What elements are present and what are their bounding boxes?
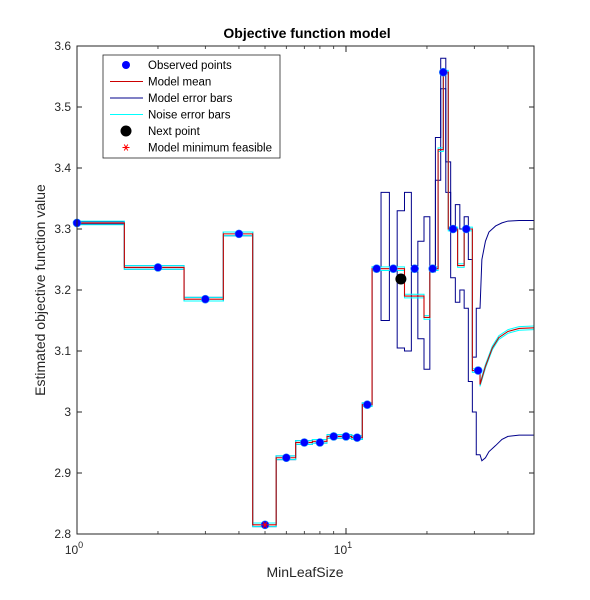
legend-item: Noise error bars: [110, 110, 231, 122]
y-tick-label: 3.1: [54, 344, 71, 358]
legend-label: Model error bars: [148, 93, 233, 105]
legend-item: Next point: [120, 125, 201, 138]
legend-swatch-asterisk: [122, 144, 130, 151]
observed-point: [362, 400, 372, 409]
observed-point: [410, 264, 419, 273]
observed-point: [282, 453, 291, 463]
observed-point: [448, 224, 458, 234]
x-axis-label: MinLeafSize: [266, 564, 343, 580]
legend-item: Model error bars: [110, 93, 233, 105]
y-tick-label: 3.4: [54, 161, 71, 175]
observed-point: [300, 438, 309, 447]
observed-point: [201, 294, 210, 304]
legend-label: Observed points: [148, 60, 232, 72]
y-tick-label: 3: [64, 405, 71, 419]
legend-box: [102, 54, 281, 159]
observed-point: [352, 433, 362, 442]
y-tick-label: 2.8: [54, 527, 71, 541]
observed-point: [153, 263, 163, 272]
y-axis-label: Estimated objective function value: [32, 184, 48, 396]
x-tick-label: 101: [334, 540, 352, 557]
observed-point: [389, 264, 398, 273]
y-tick-label: 2.9: [54, 466, 71, 480]
observed-point: [341, 432, 351, 441]
legend-swatch-next-point: [120, 125, 132, 137]
chart-title: Objective function model: [223, 25, 390, 41]
y-tick-label: 3.2: [54, 283, 71, 297]
legend-swatch-point: [122, 61, 130, 69]
next-point: [395, 273, 407, 285]
series-line-model-mean: [77, 71, 535, 526]
legend: Observed points Model mean Model error bar…: [102, 54, 281, 159]
x-tick-label: 100: [65, 540, 83, 557]
observed-point: [329, 432, 338, 441]
legend-label: Noise error bars: [148, 110, 231, 122]
y-tick-label: 3.6: [54, 39, 71, 53]
observed-point: [372, 264, 381, 273]
axis-layer: 2.8 2.9 3 3.1 3.2 3.3 3.4 3.5 3.6 100 101: [54, 39, 534, 557]
y-tick-label: 3.5: [54, 100, 71, 114]
observed-point: [438, 67, 448, 77]
observed-point: [315, 438, 325, 447]
y-tick-label: 3.3: [54, 222, 71, 236]
observed-point: [428, 264, 437, 273]
legend-item: Model mean: [110, 77, 211, 89]
observed-point: [473, 366, 483, 375]
legend-item: Model minimum feasible: [122, 143, 272, 155]
observed-point: [461, 224, 471, 234]
legend-items: Observed points Model mean Model error bar…: [110, 60, 272, 155]
legend-label: Model minimum feasible: [148, 143, 272, 155]
observed-point: [234, 229, 244, 239]
legend-item: Observed points: [122, 60, 232, 72]
legend-label: Next point: [148, 126, 201, 138]
model-minimum-feasible-marker: [261, 521, 269, 529]
legend-label: Model mean: [148, 77, 211, 89]
series-layer: [77, 57, 535, 528]
